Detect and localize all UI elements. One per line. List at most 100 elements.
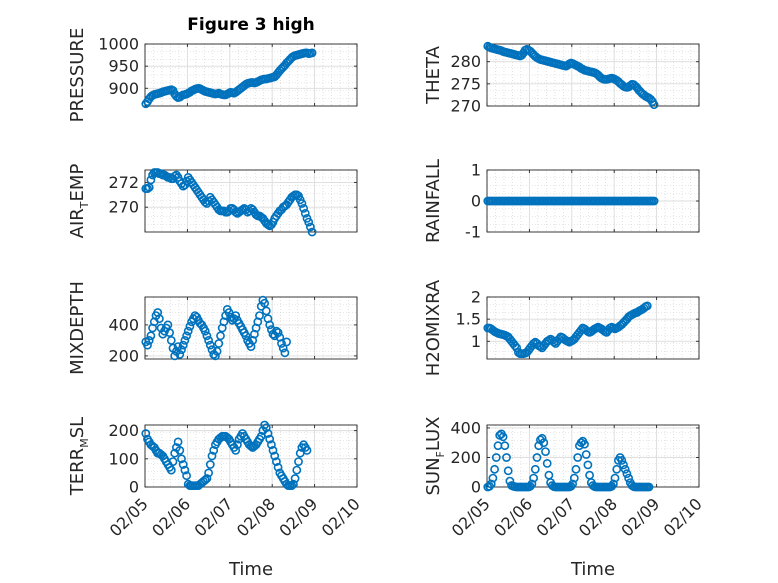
data-point bbox=[644, 482, 654, 492]
data-point bbox=[287, 481, 297, 490]
data-point bbox=[209, 445, 219, 455]
data-point bbox=[500, 441, 510, 451]
y-tick-label: 1000 bbox=[98, 35, 139, 54]
data-point bbox=[503, 466, 513, 476]
y-tick-label: 2 bbox=[471, 288, 481, 307]
data-point bbox=[277, 339, 286, 348]
y-tick-label: 200 bbox=[450, 448, 481, 467]
data-point bbox=[170, 351, 180, 361]
data-point bbox=[143, 340, 152, 350]
data-point bbox=[265, 320, 275, 330]
x-tick-label: 02/07 bbox=[191, 494, 237, 540]
axes-box bbox=[144, 296, 358, 360]
data-point bbox=[529, 339, 538, 348]
data-point bbox=[302, 445, 312, 455]
tick-marks bbox=[144, 297, 358, 359]
x-axis-label: Time bbox=[228, 559, 273, 580]
data-point bbox=[202, 474, 212, 483]
data-point bbox=[173, 437, 183, 447]
y-tick-label: 1 bbox=[471, 332, 481, 351]
data-point bbox=[241, 331, 251, 341]
tick-marks bbox=[144, 43, 358, 106]
data-point bbox=[163, 320, 173, 330]
data-point bbox=[498, 432, 508, 442]
y-axis-label: MIXDEPTH bbox=[67, 281, 88, 375]
data-point bbox=[214, 339, 224, 348]
data-point bbox=[542, 458, 552, 468]
data-point bbox=[166, 335, 176, 345]
series-sun_flux bbox=[483, 429, 654, 492]
x-tick-label: 02/08 bbox=[575, 494, 621, 540]
data-point bbox=[282, 337, 291, 347]
y-tick-label: 0 bbox=[129, 478, 139, 497]
data-point bbox=[573, 453, 583, 462]
data-point bbox=[210, 351, 220, 361]
y-tick-label: 270 bbox=[450, 97, 481, 116]
data-point bbox=[270, 451, 280, 461]
data-point bbox=[288, 479, 298, 489]
y-axis-label: TERRMSL bbox=[67, 417, 91, 496]
data-point bbox=[305, 222, 315, 232]
data-point bbox=[649, 100, 659, 110]
y-axis-label: PRESSURE bbox=[67, 28, 88, 123]
tick-marks bbox=[144, 170, 358, 232]
data-point bbox=[260, 298, 269, 308]
data-point bbox=[491, 453, 501, 462]
data-point bbox=[182, 471, 191, 481]
data-point bbox=[486, 479, 496, 489]
panel-pressure: 900 950 1000 PRESSURE bbox=[67, 28, 358, 123]
y-tick-label: 0 bbox=[471, 478, 481, 497]
x-tick-label: 02/06 bbox=[148, 494, 194, 540]
data-point bbox=[649, 196, 659, 206]
data-point bbox=[175, 349, 185, 359]
data-point bbox=[205, 460, 215, 469]
data-point bbox=[178, 340, 188, 350]
data-point bbox=[532, 453, 542, 462]
data-point bbox=[622, 469, 632, 479]
data-point bbox=[246, 441, 256, 451]
data-point bbox=[216, 331, 225, 341]
data-point bbox=[539, 438, 549, 448]
data-point bbox=[200, 326, 210, 336]
series-pressure bbox=[141, 48, 317, 109]
y-tick-label: 270 bbox=[108, 198, 139, 217]
data-point bbox=[180, 335, 190, 345]
x-tick-label: 02/06 bbox=[490, 494, 536, 540]
data-point bbox=[207, 451, 217, 461]
y-tick-label: 0 bbox=[471, 192, 481, 211]
data-point bbox=[144, 335, 154, 345]
data-point bbox=[232, 440, 242, 450]
x-tick-label: 02/10 bbox=[318, 494, 364, 540]
data-point bbox=[297, 199, 307, 208]
data-point bbox=[642, 301, 652, 311]
y-tick-label: 200 bbox=[108, 421, 139, 440]
data-point bbox=[571, 464, 581, 474]
y-tick-label: -1 bbox=[465, 223, 481, 242]
data-point bbox=[544, 335, 554, 345]
y-tick-label: 280 bbox=[450, 52, 481, 71]
data-point bbox=[261, 306, 271, 316]
x-tick-label: 02/08 bbox=[233, 494, 279, 540]
data-point bbox=[178, 460, 188, 469]
series-rainfall bbox=[483, 196, 659, 206]
data-point bbox=[255, 311, 264, 320]
panel-h2omixra: 1 1.5 2 H2OMIXRA bbox=[423, 279, 700, 376]
x-tick-label: 02/09 bbox=[617, 494, 663, 540]
data-point bbox=[141, 429, 151, 438]
y-axis-label: H2OMIXRA bbox=[423, 279, 444, 376]
series-terr_msl bbox=[141, 420, 312, 490]
data-point bbox=[529, 473, 538, 483]
data-point bbox=[168, 457, 178, 466]
panel-rainfall: -1 0 1 RAINFALL bbox=[423, 159, 700, 243]
data-point bbox=[541, 447, 550, 456]
data-point bbox=[166, 465, 176, 475]
data-point bbox=[299, 203, 308, 213]
data-point bbox=[231, 311, 241, 320]
data-point bbox=[265, 434, 275, 444]
data-point bbox=[280, 348, 290, 358]
figure-title: Figure 3 high bbox=[187, 15, 315, 35]
panel-air_temp: 270 272 AIRTEMP bbox=[67, 164, 358, 238]
data-point bbox=[619, 460, 628, 470]
